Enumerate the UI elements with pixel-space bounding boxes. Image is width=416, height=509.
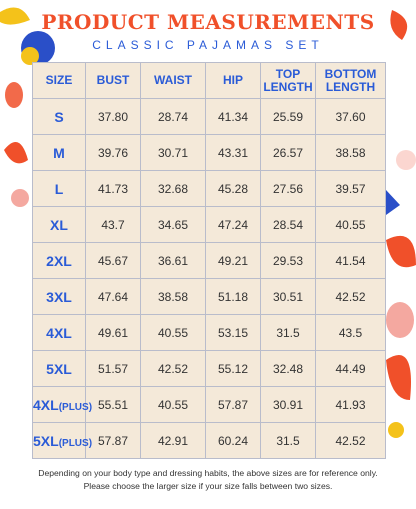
- measurement-cell: 45.28: [205, 170, 261, 207]
- table-row: 4XL 49.61 40.55 53.15 31.5 43.5: [32, 314, 386, 351]
- measurement-cell: 49.61: [85, 314, 141, 351]
- size-cell: S: [32, 98, 86, 135]
- measurement-cell: 43.31: [205, 134, 261, 171]
- measurement-cell: 28.54: [260, 206, 316, 243]
- measurement-cell: 27.56: [260, 170, 316, 207]
- size-cell: 4XL(PLUS): [32, 386, 92, 423]
- table-row: 3XL 47.64 38.58 51.18 30.51 42.52: [32, 278, 386, 315]
- table-row: 5XL 51.57 42.52 55.12 32.48 44.49: [32, 350, 386, 387]
- measurement-cell: 26.57: [260, 134, 316, 171]
- size-cell: 3XL: [32, 278, 86, 315]
- measurement-cell: 39.76: [85, 134, 141, 171]
- measurement-cell: 51.57: [85, 350, 141, 387]
- measurement-cell: 43.7: [85, 206, 141, 243]
- size-label: 2XL: [46, 252, 72, 269]
- measurement-cell: 32.48: [260, 350, 316, 387]
- size-label: 4XL: [46, 324, 72, 341]
- measurement-cell: 30.51: [260, 278, 316, 315]
- size-table: SIZE BUST WAIST HIP TOP LENGTH BOTTOM LENGTH …: [32, 62, 386, 459]
- measurement-cell: 38.58: [140, 278, 206, 315]
- measurement-cell: 31.5: [260, 314, 316, 351]
- measurement-cell: 39.57: [315, 170, 386, 207]
- table-row: 4XL(PLUS) 55.51 40.55 57.87 30.91 41.93: [32, 386, 386, 423]
- measurement-cell: 60.24: [205, 422, 261, 459]
- measurement-cell: 43.5: [315, 314, 386, 351]
- title: PRODUCT MEASUREMENTS: [41, 10, 375, 34]
- footer-line: Please choose the larger size if your si…: [83, 481, 333, 491]
- measurement-cell: 41.93: [315, 386, 386, 423]
- measurement-cell: 37.60: [315, 98, 386, 135]
- measurement-cell: 42.52: [140, 350, 206, 387]
- column-header: TOP LENGTH: [260, 62, 316, 99]
- measurement-cell: 44.49: [315, 350, 386, 387]
- measurement-cell: 40.55: [140, 386, 206, 423]
- header-row: SIZE BUST WAIST HIP TOP LENGTH BOTTOM LENGTH: [32, 62, 386, 99]
- footer-line: Depending on your body type and dressing…: [38, 468, 378, 478]
- measurement-cell: 38.58: [315, 134, 386, 171]
- size-note: (PLUS): [58, 437, 93, 449]
- size-label: XL: [50, 216, 68, 233]
- size-cell: 2XL: [32, 242, 86, 279]
- measurement-cell: 47.64: [85, 278, 141, 315]
- measurement-cell: 42.52: [315, 422, 386, 459]
- measurement-cell: 57.87: [85, 422, 141, 459]
- size-label: 4XL: [33, 396, 59, 413]
- column-header: WAIST: [140, 62, 206, 99]
- measurement-cell: 40.55: [315, 206, 386, 243]
- measurement-cell: 34.65: [140, 206, 206, 243]
- table-row: S 37.80 28.74 41.34 25.59 37.60: [32, 98, 386, 135]
- size-label: M: [53, 144, 65, 161]
- measurement-cell: 42.52: [315, 278, 386, 315]
- measurement-cell: 36.61: [140, 242, 206, 279]
- size-label: 3XL: [46, 288, 72, 305]
- measurement-cell: 32.68: [140, 170, 206, 207]
- measurement-cell: 57.87: [205, 386, 261, 423]
- measurement-cell: 49.21: [205, 242, 261, 279]
- measurement-cell: 31.5: [260, 422, 316, 459]
- measurement-cell: 53.15: [205, 314, 261, 351]
- measurement-cell: 30.71: [140, 134, 206, 171]
- size-cell: 5XL: [32, 350, 86, 387]
- size-label: 5XL: [33, 432, 59, 449]
- footer: Depending on your body type and dressing…: [0, 467, 416, 493]
- measurement-cell: 41.73: [85, 170, 141, 207]
- measurement-cell: 25.59: [260, 98, 316, 135]
- measurement-cell: 45.67: [85, 242, 141, 279]
- measurement-cell: 47.24: [205, 206, 261, 243]
- measurement-cell: 37.80: [85, 98, 141, 135]
- table-row: 2XL 45.67 36.61 49.21 29.53 41.54: [32, 242, 386, 279]
- subtitle: CLASSIC PAJAMAS SET: [92, 38, 324, 52]
- measurement-cell: 55.51: [85, 386, 141, 423]
- size-cell: M: [32, 134, 86, 171]
- size-label: 5XL: [46, 360, 72, 377]
- measurement-cell: 41.54: [315, 242, 386, 279]
- measurement-cell: 42.91: [140, 422, 206, 459]
- measurement-cell: 55.12: [205, 350, 261, 387]
- size-note: (PLUS): [58, 401, 93, 413]
- size-cell: 4XL: [32, 314, 86, 351]
- measurement-cell: 40.55: [140, 314, 206, 351]
- measurement-cell: 29.53: [260, 242, 316, 279]
- size-cell: 5XL(PLUS): [32, 422, 92, 459]
- table-row: M 39.76 30.71 43.31 26.57 38.58: [32, 134, 386, 171]
- size-label: L: [54, 180, 64, 197]
- table-row: 5XL(PLUS) 57.87 42.91 60.24 31.5 42.52: [32, 422, 386, 459]
- measurement-cell: 30.91: [260, 386, 316, 423]
- column-header: HIP: [205, 62, 261, 99]
- table-body: S 37.80 28.74 41.34 25.59 37.60 M 39.76 30.71 43.…: [32, 98, 386, 459]
- column-header: BUST: [85, 62, 141, 99]
- table-row: XL 43.7 34.65 47.24 28.54 40.55: [32, 206, 386, 243]
- table-row: L 41.73 32.68 45.28 27.56 39.57: [32, 170, 386, 207]
- measurement-cell: 51.18: [205, 278, 261, 315]
- size-cell: L: [32, 170, 86, 207]
- measurement-cell: 28.74: [140, 98, 206, 135]
- column-header: SIZE: [32, 62, 86, 99]
- measurement-cell: 41.34: [205, 98, 261, 135]
- size-cell: XL: [32, 206, 86, 243]
- size-label: S: [54, 108, 64, 125]
- column-header: BOTTOM LENGTH: [315, 62, 386, 99]
